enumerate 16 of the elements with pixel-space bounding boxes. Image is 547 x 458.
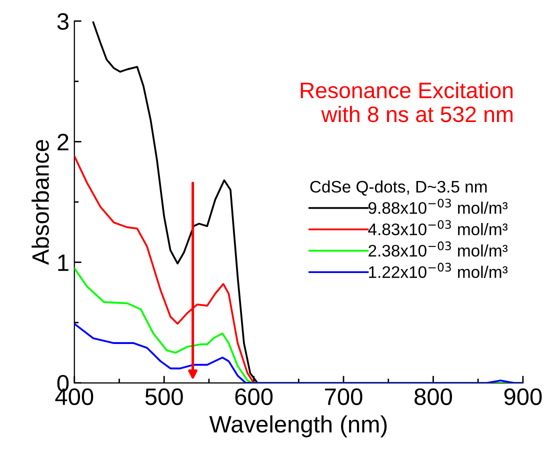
legend-label: 4.83x10$^{−03}$ mol/m³ [368, 220, 508, 236]
y-tick-label: 3 [57, 13, 68, 30]
y-tick-label: 2 [58, 134, 68, 150]
legend-label: 9.88x10$^{−03}$ mol/m³ [368, 198, 508, 214]
y-tick-label: 1 [58, 254, 68, 271]
y-axis-title: Absorbance [32, 140, 49, 265]
x-tick-label: 600 [235, 388, 273, 406]
legend-label: 2.38x10$^{−03}$ mol/m³ [368, 241, 508, 257]
legend-label: 1.22x10$^{−03}$ mol/m³ [369, 262, 508, 278]
x-tick-label: 900 [504, 388, 542, 406]
legend-title: CdSe Q-dots, D~3.5 nm [310, 180, 487, 196]
x-tick-label: 700 [325, 388, 362, 406]
x-tick-label: 800 [414, 388, 452, 406]
x-tick-label: 500 [145, 388, 183, 406]
annotation: Resonance Excitation with 8 ns at 532 nm [300, 82, 513, 122]
x-axis-title: Wavelength (nm) [209, 415, 387, 438]
